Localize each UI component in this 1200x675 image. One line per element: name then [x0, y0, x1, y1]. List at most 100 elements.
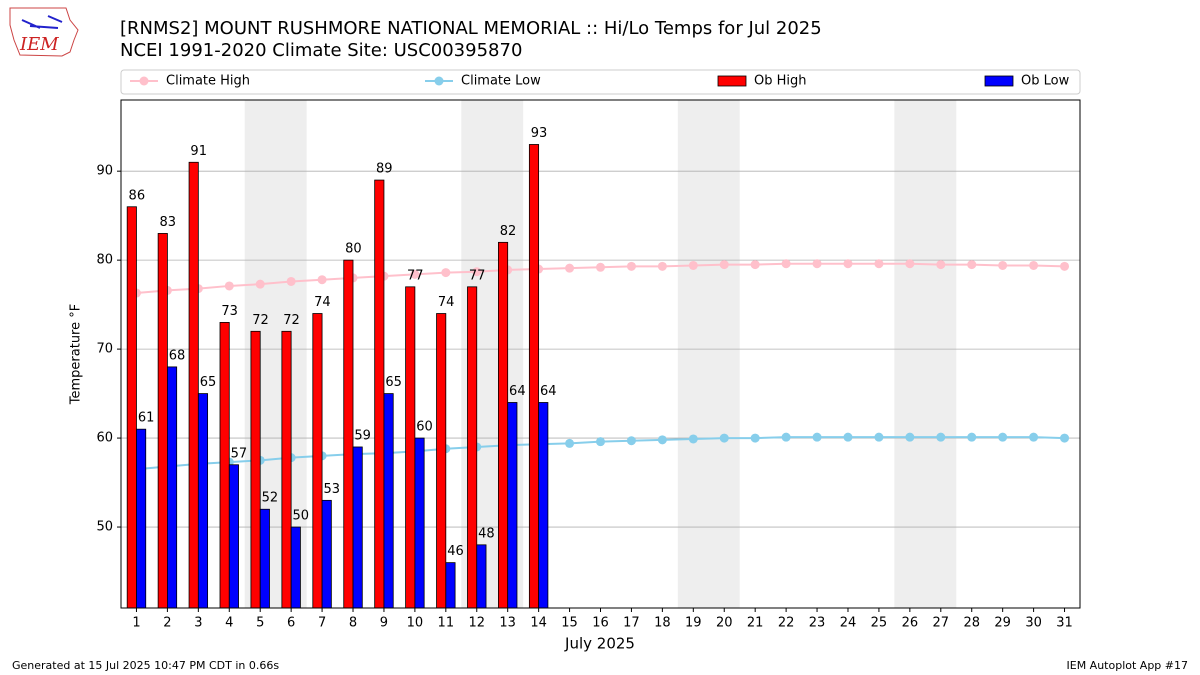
x-tick-label: 13	[499, 616, 516, 631]
bar	[281, 330, 292, 609]
line-marker	[410, 269, 420, 279]
line-marker	[224, 281, 234, 291]
line-marker	[905, 259, 915, 269]
legend-label: Ob Low	[1021, 74, 1070, 89]
x-tick-label: 3	[194, 616, 202, 631]
bar	[343, 259, 354, 609]
x-tick-label: 23	[809, 616, 826, 631]
line-marker	[596, 262, 605, 272]
x-tick-label: 31	[1056, 616, 1073, 631]
bar	[188, 161, 199, 609]
bar	[290, 526, 301, 609]
logo-text: IEM	[19, 34, 59, 55]
line-marker	[596, 437, 605, 447]
line-marker	[719, 433, 729, 443]
x-tick-label: 17	[623, 616, 640, 631]
chart-title: [RNMS2] MOUNT RUSHMORE NATIONAL MEMORIAL…	[120, 18, 822, 39]
legend-swatch	[717, 75, 747, 87]
legend-label: Climate Low	[461, 74, 541, 89]
line-marker	[1029, 432, 1039, 442]
line-marker	[317, 275, 327, 285]
y-tick-label: 50	[96, 520, 113, 535]
line-marker	[688, 434, 698, 444]
logo-outline	[9, 7, 79, 57]
data-label: 53	[323, 482, 340, 497]
line-marker	[565, 438, 575, 448]
x-tick-label: 4	[225, 616, 233, 631]
data-label: 77	[407, 268, 424, 283]
data-label: 68	[169, 348, 186, 363]
line-marker	[565, 263, 575, 273]
line-marker	[812, 259, 822, 269]
line-marker	[626, 436, 636, 446]
legend-label: Climate High	[166, 74, 250, 89]
x-tick-label: 26	[902, 616, 919, 631]
x-tick-label: 22	[778, 616, 795, 631]
line-marker	[936, 432, 946, 442]
line-marker	[750, 260, 760, 270]
line-marker	[719, 260, 729, 270]
x-tick-label: 20	[716, 616, 733, 631]
x-tick-label: 6	[287, 616, 295, 631]
legend-label: Ob High	[754, 74, 807, 89]
x-tick-label: 12	[468, 616, 485, 631]
bar	[126, 206, 137, 609]
data-label: 52	[262, 491, 279, 506]
data-label: 82	[500, 224, 517, 239]
line-marker	[936, 260, 946, 270]
data-label: 64	[540, 384, 557, 399]
x-tick-label: 30	[1025, 616, 1042, 631]
line-marker	[657, 261, 667, 271]
x-tick-label: 8	[349, 616, 357, 631]
data-label: 93	[531, 126, 548, 141]
x-tick-label: 18	[654, 616, 671, 631]
logo-icon	[21, 15, 63, 29]
line-marker	[998, 260, 1008, 270]
line-marker	[843, 432, 853, 442]
line-marker	[1029, 260, 1039, 270]
bar	[321, 499, 332, 609]
bar	[250, 330, 261, 609]
line-marker	[1060, 261, 1070, 271]
weekend-shade	[894, 100, 957, 608]
data-label: 50	[293, 509, 310, 524]
data-label: 59	[354, 428, 371, 443]
data-label: 60	[416, 420, 433, 435]
data-label: 74	[438, 295, 455, 310]
x-tick-label: 21	[747, 616, 764, 631]
line-marker	[812, 432, 822, 442]
bar	[136, 428, 147, 609]
x-tick-label: 11	[438, 616, 455, 631]
y-tick-label: 90	[96, 164, 113, 179]
line-marker	[286, 276, 296, 286]
line-marker	[843, 259, 853, 269]
x-tick-label: 14	[530, 616, 547, 631]
line-marker	[781, 259, 791, 269]
line-marker	[441, 268, 451, 278]
bar	[538, 402, 549, 609]
data-label: 77	[469, 268, 486, 283]
line-marker	[472, 267, 482, 277]
bar	[228, 464, 239, 609]
line-marker	[967, 260, 977, 270]
data-label: 89	[376, 162, 393, 177]
legend-marker	[139, 76, 149, 86]
data-label: 57	[231, 446, 248, 461]
x-tick-label: 2	[163, 616, 171, 631]
weekend-shade	[677, 100, 740, 608]
bar	[528, 144, 540, 609]
x-tick-label: 27	[933, 616, 950, 631]
x-axis-label: July 2025	[564, 635, 635, 653]
x-tick-label: 10	[407, 616, 424, 631]
y-tick-label: 60	[96, 431, 113, 446]
legend-marker	[434, 76, 444, 86]
data-label: 74	[314, 295, 331, 310]
bar	[259, 508, 270, 609]
x-tick-label: 1	[132, 616, 140, 631]
bar	[445, 562, 456, 609]
data-label: 80	[345, 242, 362, 257]
footer-left: Generated at 15 Jul 2025 10:47 PM CDT in…	[12, 659, 279, 672]
legend-box	[120, 69, 1081, 95]
logo: IEM	[9, 7, 79, 57]
